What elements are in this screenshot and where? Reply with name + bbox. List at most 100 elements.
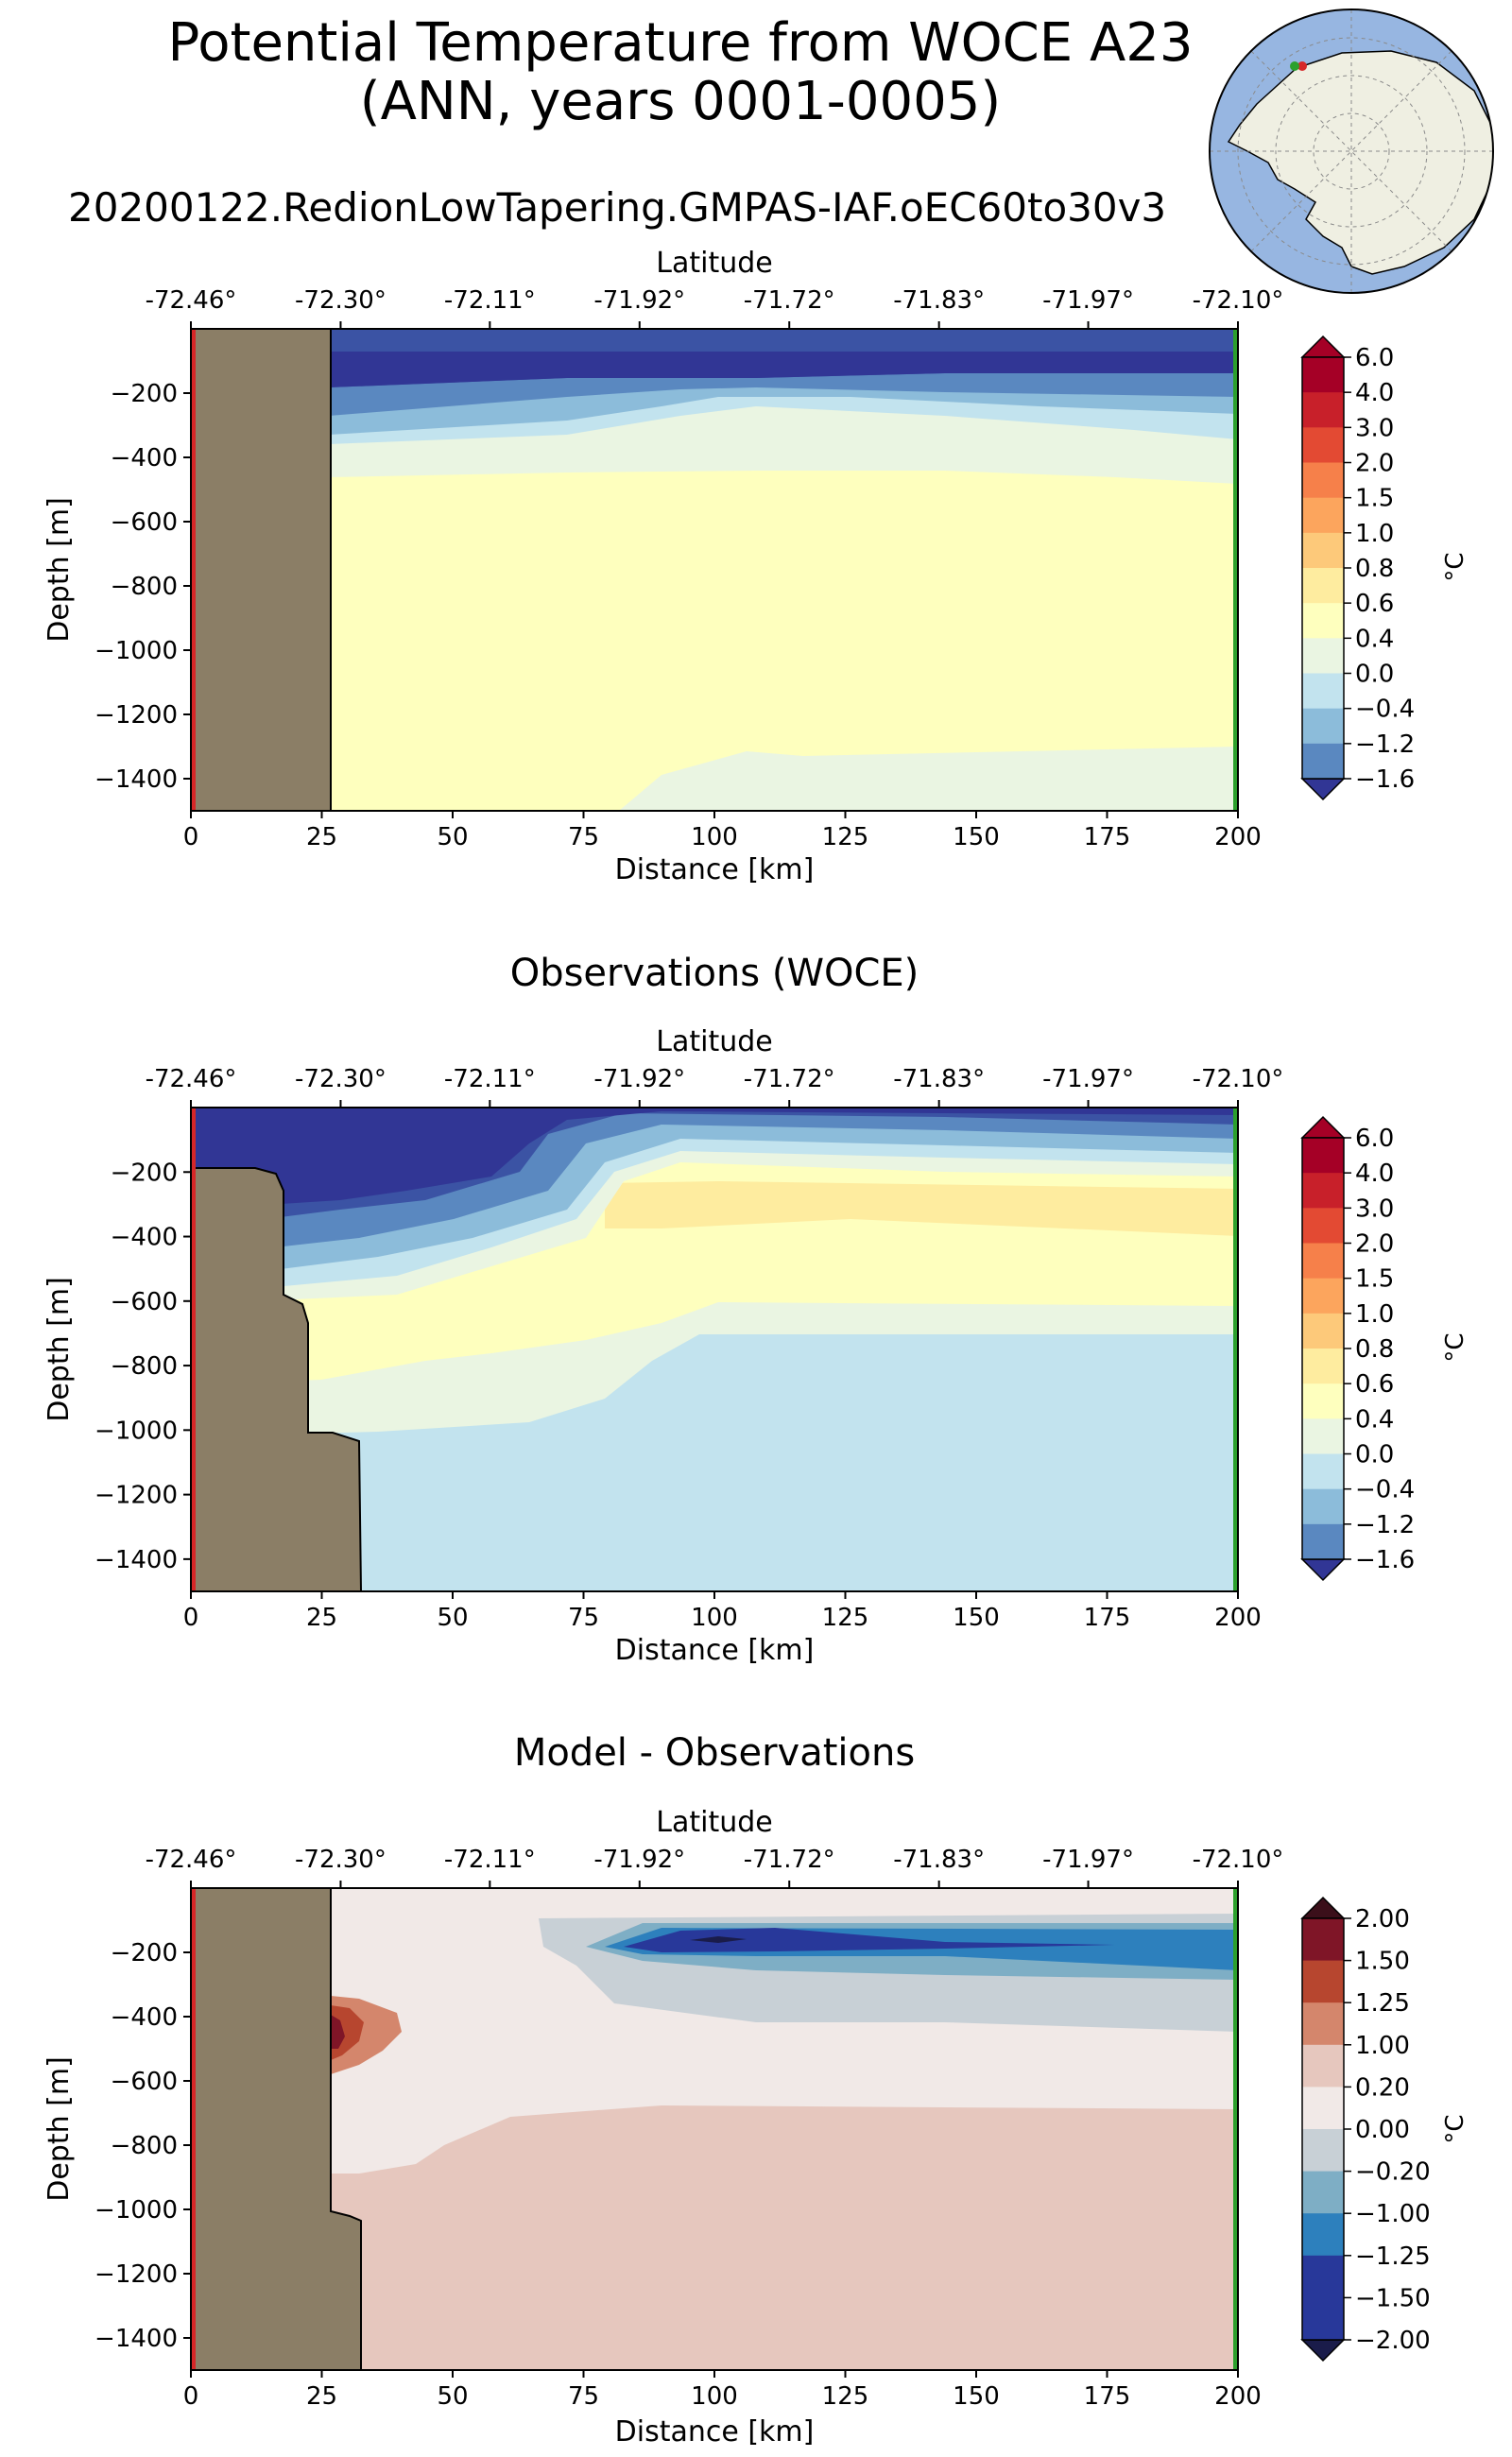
colorbar-segment: [1302, 392, 1344, 428]
diff-top-axis-label: Latitude: [656, 1806, 772, 1839]
x-tick-label: 25: [306, 823, 337, 851]
colorbar-segment: [1302, 497, 1344, 534]
y-tick-label: −200: [111, 1159, 178, 1187]
y-tick-label: −1400: [94, 1546, 178, 1574]
y-tick-label: −400: [111, 444, 178, 472]
top-tick-label: -71.92°: [593, 286, 685, 315]
model-top-axis: -72.46° -72.30° -72.11° -71.92° -71.72° -71.8…: [146, 286, 1283, 329]
colorbar-tick-label: 6.0: [1355, 344, 1394, 372]
x-tick-label: 0: [183, 823, 199, 851]
top-tick-label: -72.11°: [444, 1846, 536, 1874]
colorbar-tick-label: −1.6: [1355, 1546, 1415, 1574]
colorbar-tick-label: 1.00: [1355, 2032, 1410, 2060]
top-tick-label: -71.83°: [893, 286, 985, 315]
top-tick-label: -71.97°: [1042, 1065, 1134, 1093]
colorbar-segment: [1302, 708, 1344, 745]
figure-title-line2: (ANN, years 0001-0005): [360, 71, 1002, 132]
diff-xlabel: Distance [km]: [615, 2415, 815, 2448]
colorbar-extend-top: [1300, 1896, 1346, 1919]
colorbar-extend-bottom: [1300, 778, 1346, 801]
x-tick-label: 75: [568, 823, 599, 851]
observations-title: Observations (WOCE): [510, 952, 919, 995]
top-tick-label: -71.83°: [893, 1065, 985, 1093]
diff-top-axis: -72.46° -72.30° -72.11° -71.92° -71.72° -71.8…: [146, 1846, 1283, 1888]
colorbar-segment: [1302, 1523, 1344, 1560]
obs-xlabel: Distance [km]: [615, 1634, 815, 1667]
model-start-marker-line: [191, 329, 196, 811]
x-tick-label: 150: [953, 2382, 1000, 2411]
model-colorbar: 6.0 4.0 3.0 2.0 1.5 1.0 0.8 0.6 0.4 0.0 −0.4 −1.2 −1…: [1300, 335, 1415, 801]
diff-colorbar-unit: °C: [1441, 2114, 1469, 2143]
top-tick-label: -72.46°: [146, 1065, 237, 1093]
colorbar-tick-label: 0.4: [1355, 625, 1394, 653]
obs-colorbar: 6.0 4.0 3.0 2.0 1.5 1.0 0.8 0.6 0.4 0.0 −0.4 −1.2 −1…: [1300, 1115, 1415, 1582]
colorbar-segment: [1302, 2044, 1344, 2088]
section-end-marker: [1290, 61, 1299, 71]
diff-colorbar: 2.00 1.50 1.25 1.00 0.20 0.00 −0.20 −1.00 −1.25 −…: [1300, 1896, 1431, 2362]
colorbar-segment: [1302, 1243, 1344, 1280]
obs-band-winter: [191, 1108, 1238, 1210]
obs-x-axis: 0 25 50 75 100 125 150 175 200: [183, 1591, 1262, 1632]
colorbar-tick-label: −0.4: [1355, 696, 1415, 724]
y-tick-label: −1400: [94, 2325, 178, 2353]
top-tick-label: -72.11°: [444, 1065, 536, 1093]
colorbar-tick-label: 0.4: [1355, 1405, 1394, 1434]
colorbar-tick-label: −1.50: [1355, 2284, 1431, 2312]
top-tick-label: -71.92°: [593, 1065, 685, 1093]
top-tick-label: -71.72°: [744, 1846, 835, 1874]
colorbar-tick-label: 0.6: [1355, 590, 1394, 618]
x-tick-label: 0: [183, 1604, 199, 1632]
x-tick-label: 25: [306, 1604, 337, 1632]
y-tick-label: −400: [111, 1224, 178, 1252]
colorbar-tick-label: 1.0: [1355, 520, 1394, 548]
colorbar-segment: [1302, 2213, 1344, 2257]
colorbar-tick-label: 2.00: [1355, 1905, 1410, 1933]
y-tick-label: −800: [111, 573, 178, 601]
model-band-cdw-deep: [619, 747, 1238, 811]
model-x-axis: 0 25 50 75 100 125 150 175 200: [183, 811, 1262, 851]
colorbar-tick-label: 3.0: [1355, 414, 1394, 442]
x-tick-label: 25: [306, 2382, 337, 2411]
x-tick-label: 100: [691, 823, 738, 851]
colorbar-segment: [1302, 1278, 1344, 1314]
colorbar-tick-label: 3.0: [1355, 1194, 1394, 1223]
x-tick-label: 100: [691, 1604, 738, 1632]
colorbar-extend-bottom: [1300, 2339, 1346, 2362]
colorbar-segment: [1302, 2255, 1344, 2298]
colorbar-segment: [1302, 743, 1344, 780]
top-tick-label: -71.97°: [1042, 286, 1134, 315]
colorbar-segment: [1302, 2297, 1344, 2341]
diff-band-warm-150: [331, 2015, 345, 2049]
top-tick-label: -72.30°: [295, 1065, 387, 1093]
obs-y-axis: −200 −400 −600 −800 −1000 −1200 −1400: [94, 1159, 191, 1574]
colorbar-extend-top: [1300, 335, 1346, 358]
top-tick-label: -72.30°: [295, 286, 387, 315]
x-tick-label: 175: [1084, 823, 1131, 851]
x-tick-label: 0: [183, 2382, 199, 2411]
x-tick-label: 125: [822, 1604, 869, 1632]
x-tick-label: 125: [822, 2382, 869, 2411]
colorbar-segment: [1302, 1918, 1344, 1962]
top-tick-label: -71.83°: [893, 1846, 985, 1874]
y-tick-label: −1000: [94, 637, 178, 665]
model-ylabel: Depth [m]: [43, 497, 76, 643]
x-tick-label: 75: [568, 1604, 599, 1632]
top-tick-label: -71.72°: [744, 1065, 835, 1093]
x-tick-label: 200: [1214, 2382, 1262, 2411]
model-band-winter: [329, 352, 1238, 387]
figure-title-line1: Potential Temperature from WOCE A23: [167, 12, 1193, 74]
colorbar-tick-label: 0.0: [1355, 1441, 1394, 1469]
x-tick-label: 50: [437, 2382, 468, 2411]
diff-x-axis: 0 25 50 75 100 125 150 175 200: [183, 2370, 1262, 2411]
obs-start-marker-line: [191, 1108, 196, 1591]
y-tick-label: −1000: [94, 2196, 178, 2225]
colorbar-segment: [1302, 1488, 1344, 1525]
colorbar-tick-label: −1.25: [1355, 2242, 1431, 2271]
top-tick-label: -71.92°: [593, 1846, 685, 1874]
top-tick-label: -71.72°: [744, 286, 835, 315]
y-tick-label: −1000: [94, 1417, 178, 1445]
colorbar-tick-label: −0.4: [1355, 1476, 1415, 1504]
colorbar-segment: [1302, 1173, 1344, 1209]
top-tick-label: -72.11°: [444, 286, 536, 315]
